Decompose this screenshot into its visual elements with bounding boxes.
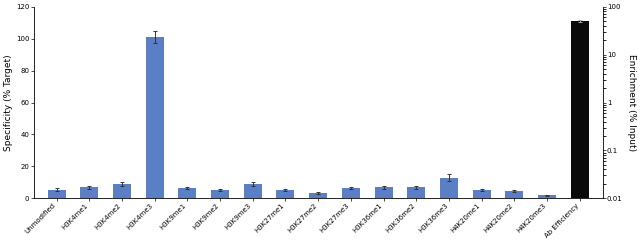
Bar: [506, 191, 524, 198]
Bar: [309, 193, 327, 198]
Bar: [538, 195, 556, 198]
Bar: [244, 184, 262, 198]
Bar: [342, 188, 360, 198]
Bar: [80, 187, 98, 198]
Bar: [440, 178, 458, 198]
Y-axis label: Specificity (% Target): Specificity (% Target): [4, 54, 13, 151]
Bar: [407, 187, 426, 198]
Bar: [146, 37, 164, 198]
Bar: [113, 184, 131, 198]
Bar: [276, 190, 294, 198]
Bar: [179, 188, 196, 198]
Bar: [47, 190, 65, 198]
Bar: [571, 21, 589, 243]
Bar: [473, 190, 491, 198]
Y-axis label: Enrichment (% Input): Enrichment (% Input): [627, 54, 636, 151]
Bar: [374, 187, 392, 198]
Bar: [211, 190, 229, 198]
